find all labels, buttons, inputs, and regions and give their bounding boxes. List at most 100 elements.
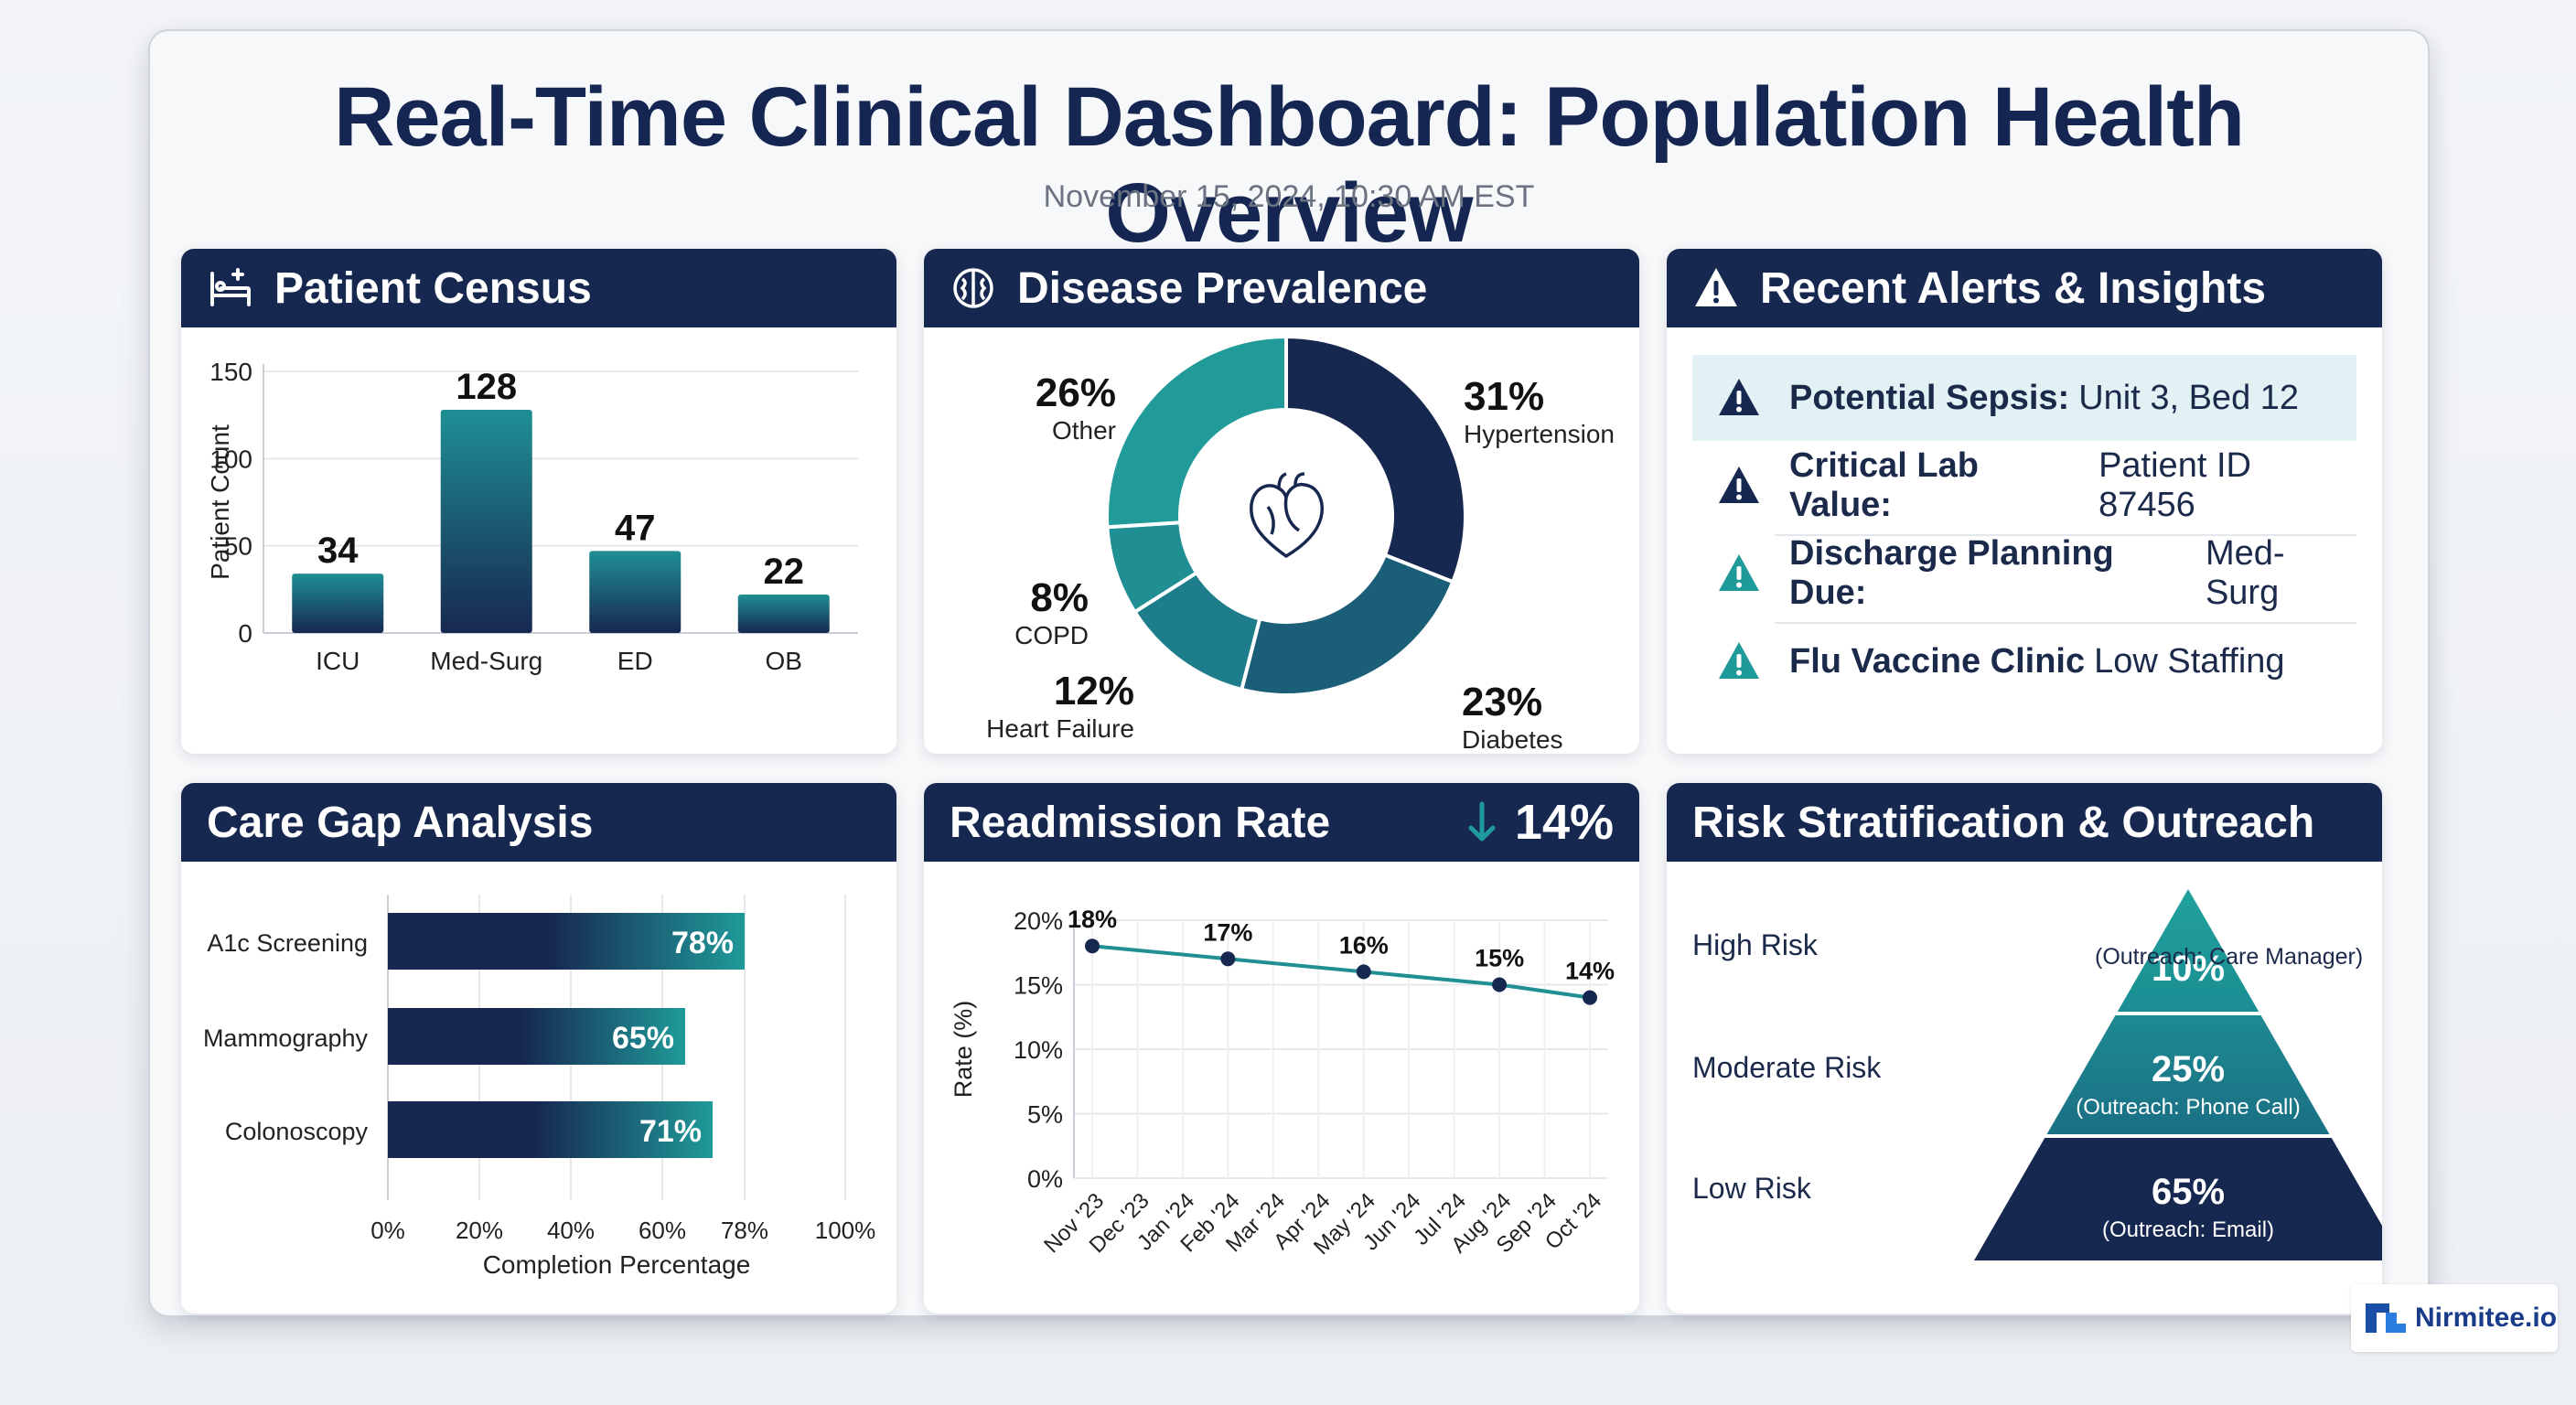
tier-percent: 65% — [2152, 1172, 2225, 1212]
brand-name: Nirmitee.io — [2415, 1303, 2558, 1333]
x-axis-label: Completion Percentage — [483, 1250, 751, 1279]
readmission-card: Readmission Rate 14% 0% 5% 10% 15% 20% Rate (… — [924, 783, 1639, 1314]
care-gap-chart: 0% 20% 40% 60% 78% 100% Completion Percentage 7… — [203, 895, 876, 1279]
disease-prevalence-chart: 31%Hypertension 23%Diabetes 12%Heart Failu… — [986, 334, 1615, 754]
warning-icon — [1692, 264, 1740, 312]
pyramid-tier — [2046, 1015, 2330, 1134]
x-tick-label: Med-Surg — [430, 647, 542, 675]
bar — [388, 1101, 713, 1158]
tier-percent: 10% — [2152, 949, 2225, 989]
care-gap-chart-area: 0% 20% 40% 60% 78% 100% Completion Percentage 7… — [181, 862, 896, 1314]
disease-prevalence-card: Disease Prevalence 31% Hypertension 23% Dia… — [924, 249, 1639, 754]
alert-item[interactable]: Discharge Planning Due: Med-Surg — [1692, 531, 2356, 617]
tier-outreach: (Outreach: Phone Call) — [2076, 1095, 2300, 1120]
patient-census-chart-area: 0 50 100 150 Patient Count 34 ICU 128 Med-Surg 47… — [181, 327, 896, 754]
patient-census-chart: 0 50 100 150 Patient Count 34 ICU 128 Med-Surg 47… — [206, 358, 858, 675]
info-alert-icon — [1719, 642, 1759, 679]
critical-alert-icon — [1719, 467, 1759, 503]
alert-label: Discharge Planning Due: — [1789, 534, 2114, 612]
y-tick-label: A1c Screening — [207, 929, 368, 957]
y-tick-label: 15% — [1014, 972, 1063, 1000]
alert-label: Flu Vaccine Clinic — [1789, 641, 2086, 681]
bar-value-label: 22 — [764, 552, 805, 592]
readmission-chart-area: 0% 5% 10% 15% 20% Rate (%) 18% 17% 16% 15% 14% Nov … — [924, 862, 1639, 1314]
risk-header: Risk Stratification & Outreach — [1667, 783, 2382, 862]
risk-pyramid: High Risk 10%(Outreach: Care Manager) Mode… — [1692, 889, 2382, 1260]
readmission-trend-value: 14% — [1514, 795, 1614, 850]
bar-value-label: 65% — [612, 1021, 674, 1056]
y-tick-label: 20% — [1014, 907, 1063, 935]
tier-label: Low Risk — [1692, 1172, 1812, 1205]
bar — [388, 913, 745, 970]
brand-badge[interactable]: Nirmitee.io — [2351, 1284, 2558, 1352]
bar-value-label: 71% — [639, 1114, 702, 1149]
readmission-header: Readmission Rate 14% — [924, 783, 1639, 862]
alert-label: Critical Lab Value: — [1789, 446, 1979, 524]
slice-name-label: COPD — [1014, 621, 1089, 649]
y-tick-label: Mammography — [203, 1024, 369, 1052]
donut-slice — [1239, 552, 1455, 697]
alert-detail: Med-Surg — [2205, 534, 2285, 612]
data-label: 18% — [1068, 906, 1117, 933]
bar-value-label: 47 — [615, 508, 656, 548]
x-tick-label: 0% — [370, 1217, 405, 1244]
info-alert-icon — [1719, 554, 1759, 591]
data-label: 14% — [1565, 958, 1615, 985]
alerts-list: Potential Sepsis: Unit 3, Bed 12 Critica… — [1667, 327, 2382, 754]
alert-item[interactable]: Critical Lab Value: Patient ID 87456 — [1692, 443, 2356, 529]
x-tick-label: 100% — [815, 1217, 876, 1244]
y-axis-label: Patient Count — [206, 424, 234, 580]
pyramid-tier — [2117, 889, 2259, 1012]
care-gap-header: Care Gap Analysis — [181, 783, 896, 862]
risk-title: Risk Stratification & Outreach — [1692, 798, 2315, 847]
data-label: 17% — [1203, 918, 1252, 946]
divider — [1775, 534, 2356, 536]
alert-item[interactable]: Flu Vaccine Clinic Low Staffing — [1692, 618, 2356, 704]
slice-name-label: Heart Failure — [986, 714, 1134, 743]
slice-percent-label: 23% — [1462, 680, 1542, 724]
brain-icon — [950, 264, 997, 312]
page-title: Real-Time Clinical Dashboard: Population… — [333, 70, 2245, 260]
heart-icon — [1250, 472, 1324, 558]
hospital-bed-icon — [207, 264, 254, 312]
timestamp: November 15, 2024, 10:30 AM EST — [1043, 179, 1535, 214]
y-tick-label: 0 — [238, 619, 252, 648]
care-gap-title: Care Gap Analysis — [207, 798, 594, 847]
bar-value-label: 34 — [317, 531, 359, 571]
alerts-title: Recent Alerts & Insights — [1760, 263, 2267, 313]
donut-slice — [1284, 334, 1467, 585]
tier-label: Moderate Risk — [1692, 1051, 1882, 1084]
disease-prevalence-title: Disease Prevalence — [1017, 263, 1428, 313]
readmission-trend: 14% — [1464, 783, 1614, 862]
y-tick-label: 100 — [209, 445, 252, 473]
readmission-title: Readmission Rate — [950, 798, 1331, 847]
alerts-card: Recent Alerts & Insights Potential Sepsi… — [1667, 249, 2382, 754]
x-tick-label: ED — [617, 647, 653, 675]
bar — [589, 551, 682, 633]
slice-percent-label: 31% — [1464, 374, 1544, 419]
patient-census-card: Patient Census 0 50 100 150 Patient Count 34 I… — [181, 249, 896, 754]
risk-chart-area: High Risk 10% (Outreach: Care Manager) Mode… — [1667, 862, 2382, 1314]
alert-item[interactable]: Potential Sepsis: Unit 3, Bed 12 — [1692, 355, 2356, 441]
bar — [292, 574, 384, 633]
data-point — [1085, 938, 1100, 954]
arrow-down-icon — [1468, 801, 1496, 842]
x-tick-label: ICU — [316, 647, 360, 675]
alert-detail: Unit 3, Bed 12 — [2078, 378, 2300, 417]
data-point — [1356, 964, 1371, 980]
alert-label: Potential Sepsis: — [1789, 378, 2070, 417]
disease-prevalence-chart-area: 31% Hypertension 23% Diabetes 12% Heart Failu… — [924, 327, 1639, 754]
readmission-chart: 0%5%10%15%20%Rate (%)18% 17% 16% 15% 14%Nov … — [950, 906, 1615, 1260]
slice-percent-label: 12% — [1054, 669, 1134, 713]
risk-card: Risk Stratification & Outreach High Risk… — [1667, 783, 2382, 1314]
bar — [440, 409, 532, 633]
tier-label: High Risk — [1692, 928, 1819, 961]
x-tick-label: 40% — [547, 1217, 595, 1244]
patient-census-header: Patient Census — [181, 249, 896, 327]
tier-percent: 25% — [2152, 1049, 2225, 1089]
slice-name-label: Diabetes — [1462, 725, 1563, 754]
bar — [737, 595, 830, 633]
y-tick-label: 10% — [1014, 1036, 1063, 1064]
y-tick-label: 5% — [1027, 1101, 1063, 1129]
data-label: 16% — [1339, 931, 1389, 959]
